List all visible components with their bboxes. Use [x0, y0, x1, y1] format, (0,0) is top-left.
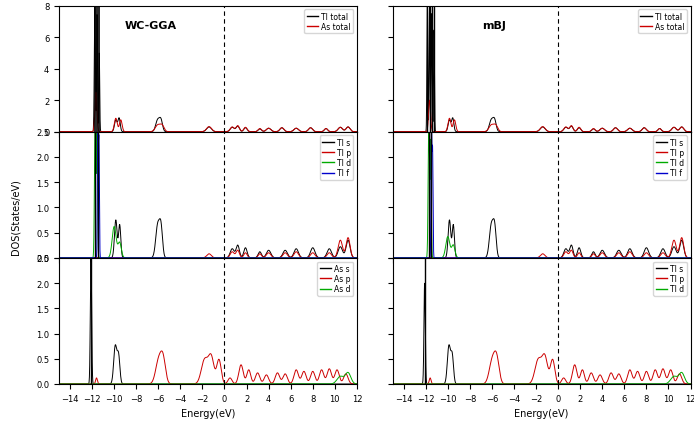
Legend: Tl s, Tl p, Tl d, Tl f: Tl s, Tl p, Tl d, Tl f	[654, 136, 686, 180]
Legend: Tl s, Tl p, Tl d: Tl s, Tl p, Tl d	[654, 262, 686, 296]
Text: WC-GGA: WC-GGA	[124, 21, 177, 31]
Legend: Tl total, As total: Tl total, As total	[305, 10, 353, 34]
Legend: Tl total, As total: Tl total, As total	[638, 10, 686, 34]
Text: mBJ: mBJ	[482, 21, 506, 31]
Legend: Tl s, Tl p, Tl d, Tl f: Tl s, Tl p, Tl d, Tl f	[320, 136, 353, 180]
Legend: As s, As p, As d: As s, As p, As d	[317, 262, 353, 296]
X-axis label: Energy(eV): Energy(eV)	[514, 408, 569, 418]
X-axis label: Energy(eV): Energy(eV)	[180, 408, 235, 418]
Text: DOS(States/eV): DOS(States/eV)	[10, 179, 20, 255]
